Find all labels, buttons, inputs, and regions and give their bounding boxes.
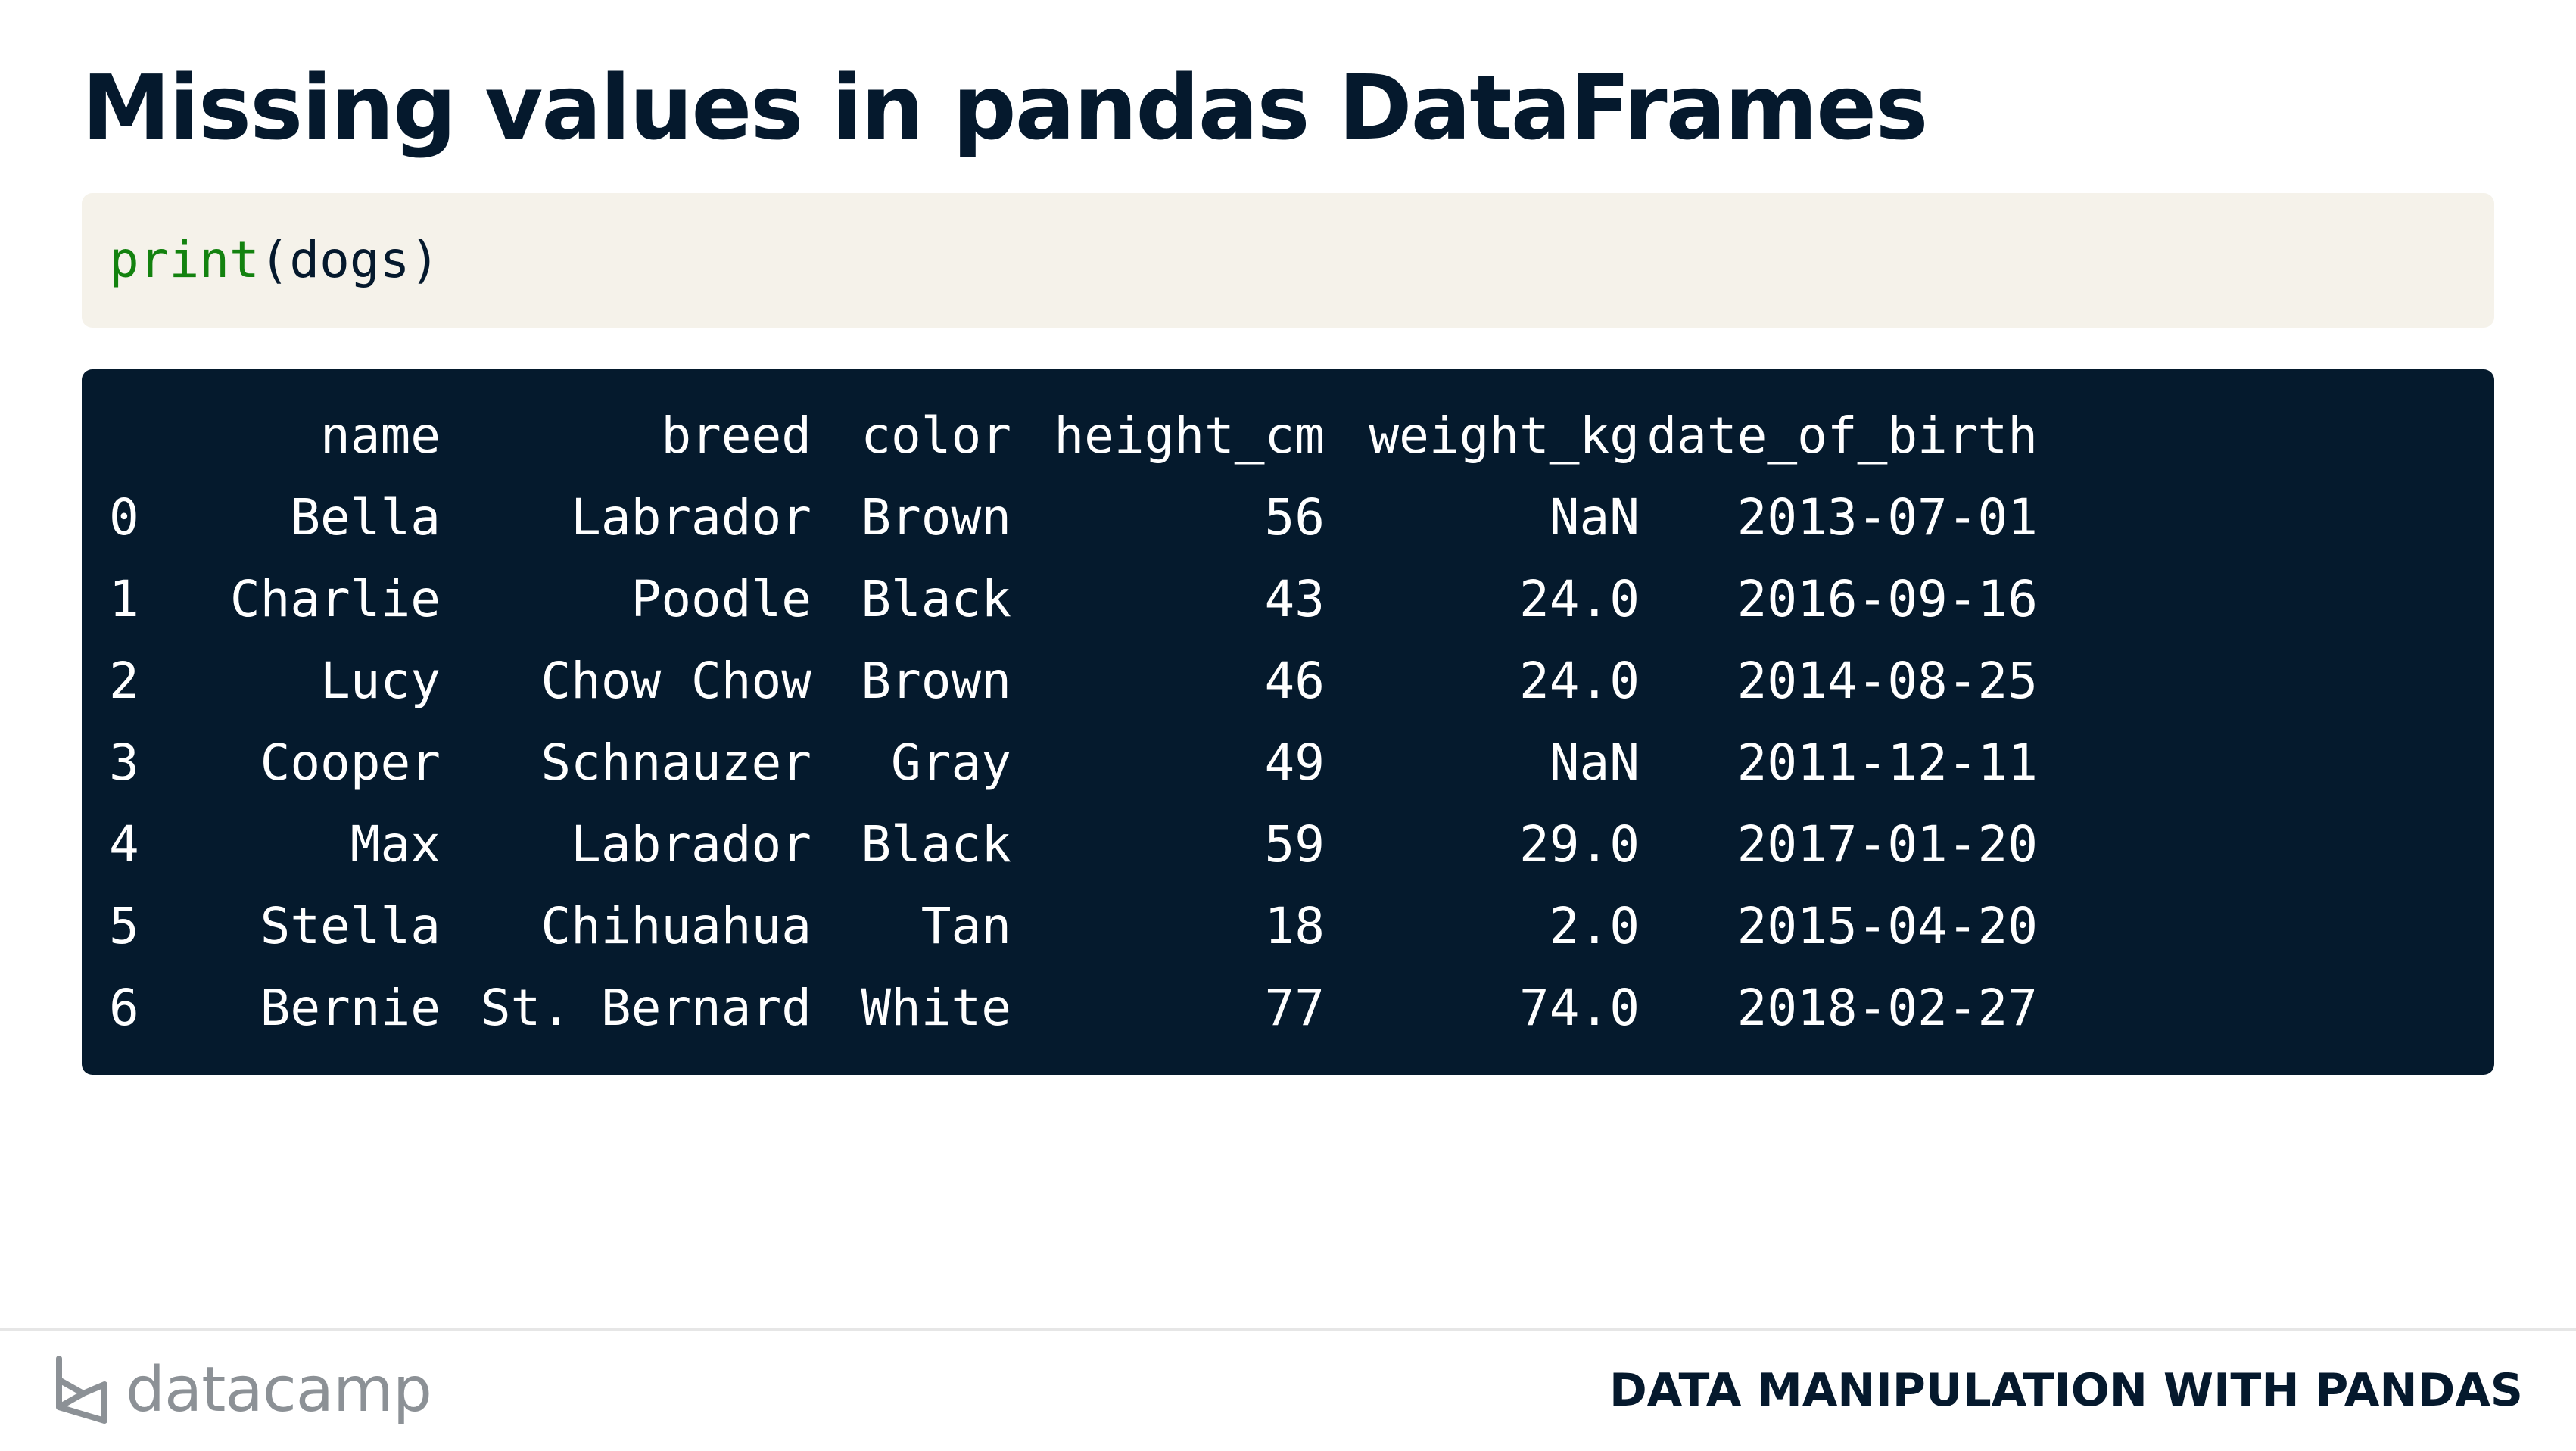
table-row: 1 Charlie Poodle Black 43 24.0 2016-09-1… bbox=[109, 559, 2038, 640]
column-header-height-cm: height_cm bbox=[1054, 406, 1325, 465]
cell-height-cm: 56 bbox=[1264, 488, 1325, 546]
row-index: 5 bbox=[109, 897, 139, 955]
cell-height-cm: 46 bbox=[1264, 652, 1325, 710]
column-header-breed: breed bbox=[661, 406, 811, 465]
cell-name: Stella bbox=[260, 897, 441, 955]
cell-breed: Schnauzer bbox=[540, 733, 811, 792]
cell-weight-kg: 74.0 bbox=[1519, 979, 1640, 1037]
cell-color: Black bbox=[861, 570, 1011, 628]
row-index: 2 bbox=[109, 652, 139, 710]
cell-color: Gray bbox=[891, 733, 1011, 792]
cell-color: Tan bbox=[920, 897, 1011, 955]
cell-color: Black bbox=[861, 815, 1011, 873]
cell-date-of-birth: 2016-09-16 bbox=[1737, 570, 2038, 628]
cell-weight-kg: NaN bbox=[1549, 733, 1640, 792]
datacamp-logo-icon bbox=[56, 1356, 107, 1424]
datacamp-logo-text: datacamp bbox=[126, 1354, 432, 1426]
cell-date-of-birth: 2017-01-20 bbox=[1737, 815, 2038, 873]
cell-name: Bella bbox=[290, 488, 441, 546]
cell-date-of-birth: 2018-02-27 bbox=[1737, 979, 2038, 1037]
row-index: 1 bbox=[109, 570, 139, 628]
table-row: 6 Bernie St. Bernard White 77 74.0 2018-… bbox=[109, 967, 2038, 1049]
column-header-color: color bbox=[861, 406, 1011, 465]
cell-date-of-birth: 2013-07-01 bbox=[1737, 488, 2038, 546]
cell-date-of-birth: 2014-08-25 bbox=[1737, 652, 2038, 710]
cell-name: Lucy bbox=[320, 652, 441, 710]
cell-color: Brown bbox=[861, 488, 1011, 546]
code-args: (dogs) bbox=[259, 231, 441, 289]
cell-weight-kg: 29.0 bbox=[1519, 815, 1640, 873]
cell-height-cm: 43 bbox=[1264, 570, 1325, 628]
cell-breed: St. Bernard bbox=[480, 979, 811, 1037]
row-index: 6 bbox=[109, 979, 139, 1037]
column-header-name: name bbox=[320, 406, 441, 465]
code-function: print bbox=[109, 231, 260, 289]
table-row: 3 Cooper Schnauzer Gray 49 NaN 2011-12-1… bbox=[109, 722, 2038, 804]
cell-weight-kg: 2.0 bbox=[1549, 897, 1640, 955]
course-name: DATA MANIPULATION WITH PANDAS bbox=[1609, 1364, 2523, 1417]
cell-name: Bernie bbox=[260, 979, 441, 1037]
cell-date-of-birth: 2011-12-11 bbox=[1737, 733, 2038, 792]
table-row: 5 Stella Chihuahua Tan 18 2.0 2015-04-20 bbox=[109, 886, 2038, 967]
column-header-weight-kg: weight_kg bbox=[1369, 406, 1640, 465]
cell-breed: Labrador bbox=[571, 815, 811, 873]
cell-breed: Poodle bbox=[631, 570, 811, 628]
cell-height-cm: 49 bbox=[1264, 733, 1325, 792]
cell-color: White bbox=[861, 979, 1011, 1037]
footer-divider bbox=[0, 1328, 2576, 1331]
cell-name: Cooper bbox=[260, 733, 441, 792]
cell-height-cm: 59 bbox=[1264, 815, 1325, 873]
cell-height-cm: 18 bbox=[1264, 897, 1325, 955]
cell-breed: Labrador bbox=[571, 488, 811, 546]
cell-height-cm: 77 bbox=[1264, 979, 1325, 1037]
table-row: 0 Bella Labrador Brown 56 NaN 2013-07-01 bbox=[109, 477, 2038, 559]
datacamp-logo: datacamp bbox=[53, 1349, 432, 1432]
cell-breed: Chihuahua bbox=[540, 897, 811, 955]
table-row: 4 Max Labrador Black 59 29.0 2017-01-20 bbox=[109, 804, 2038, 886]
dataframe-table: name breed color height_cm weight_kg dat… bbox=[109, 395, 2038, 1049]
row-index: 3 bbox=[109, 733, 139, 792]
index-header bbox=[109, 395, 170, 477]
table-row: 2 Lucy Chow Chow Brown 46 24.0 2014-08-2… bbox=[109, 640, 2038, 722]
row-index: 4 bbox=[109, 815, 139, 873]
cell-name: Charlie bbox=[229, 570, 441, 628]
row-index: 0 bbox=[109, 488, 139, 546]
cell-weight-kg: 24.0 bbox=[1519, 652, 1640, 710]
code-input-block: print(dogs) bbox=[82, 193, 2494, 328]
cell-breed: Chow Chow bbox=[540, 652, 811, 710]
code-output-block: name breed color height_cm weight_kg dat… bbox=[82, 369, 2494, 1075]
table-header-row: name breed color height_cm weight_kg dat… bbox=[109, 395, 2038, 477]
cell-weight-kg: NaN bbox=[1549, 488, 1640, 546]
cell-weight-kg: 24.0 bbox=[1519, 570, 1640, 628]
cell-color: Brown bbox=[861, 652, 1011, 710]
column-header-date-of-birth: date_of_birth bbox=[1646, 406, 2038, 465]
cell-name: Max bbox=[350, 815, 441, 873]
slide-title: Missing values in pandas DataFrames bbox=[82, 55, 1928, 160]
cell-date-of-birth: 2015-04-20 bbox=[1737, 897, 2038, 955]
